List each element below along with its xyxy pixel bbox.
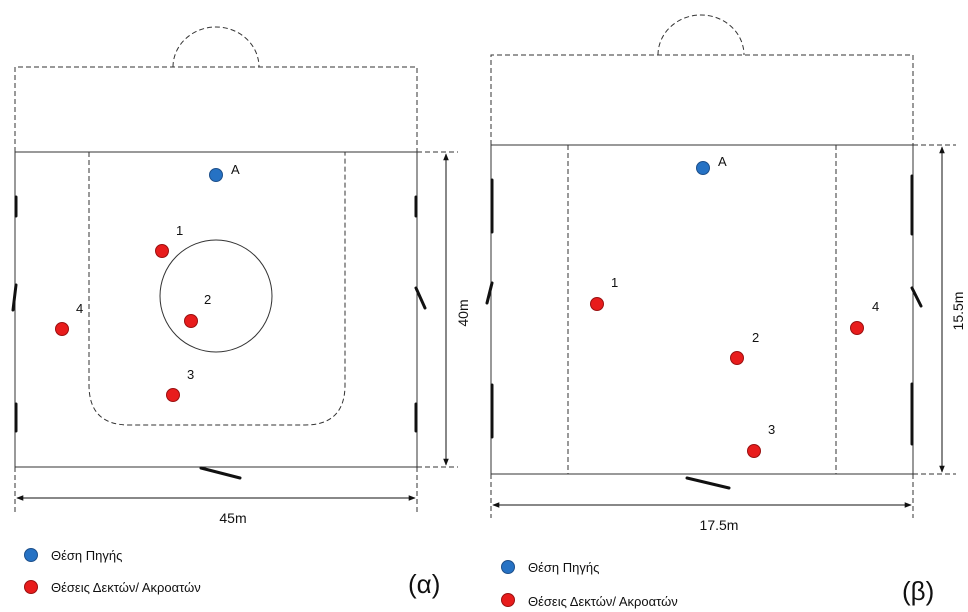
height-label-b: 15.5m xyxy=(950,292,966,331)
stage-dome-a xyxy=(172,26,260,68)
legend-source-label-a: Θέση Πηγής xyxy=(51,548,122,563)
source-label-b: A xyxy=(718,154,727,169)
receiver-point-a-1 xyxy=(155,244,169,258)
receiver-point-b-3 xyxy=(747,444,761,458)
receiver-label-b-4: 4 xyxy=(872,299,879,314)
source-point-b xyxy=(696,161,710,175)
receiver-point-b-1 xyxy=(590,297,604,311)
legend-receiver-marker-b xyxy=(501,593,515,607)
width-label-a: 45m xyxy=(219,510,246,526)
hall-outline-a xyxy=(14,151,418,468)
receiver-point-b-4 xyxy=(850,321,864,335)
receiver-label-b-2: 2 xyxy=(752,330,759,345)
legend-source-marker-a xyxy=(24,548,38,562)
legend-b: Θέση Πηγής Θέσεις Δεκτών/ Ακροατών xyxy=(501,560,678,609)
panel-b: 15.5m 17.5m A 1 2 3 4 Θέση Πηγής Θέσεις … xyxy=(485,14,966,609)
legend-receiver-marker-a xyxy=(24,580,38,594)
receiver-point-a-3 xyxy=(166,388,180,402)
legend-a: Θέση Πηγής Θέσεις Δεκτών/ Ακροατών xyxy=(24,548,201,595)
height-label-a: 40m xyxy=(455,299,471,326)
receiver-point-a-2 xyxy=(184,314,198,328)
source-point-a xyxy=(209,168,223,182)
legend-source-marker-b xyxy=(501,560,515,574)
stage-outline-b xyxy=(490,54,914,145)
receiver-label-a-2: 2 xyxy=(204,292,211,307)
stage-dome-b xyxy=(657,14,745,56)
receiver-label-a-4: 4 xyxy=(76,301,83,316)
receiver-label-a-3: 3 xyxy=(187,367,194,382)
source-label-a: A xyxy=(231,162,240,177)
central-circle-a xyxy=(159,239,273,353)
hall-outline-b xyxy=(490,144,914,475)
legend-receiver-label-a: Θέσεις Δεκτών/ Ακροατών xyxy=(51,580,201,595)
doors-b xyxy=(485,174,923,490)
receiver-point-b-2 xyxy=(730,351,744,365)
legend-source-label-b: Θέση Πηγής xyxy=(528,560,599,575)
doors-a xyxy=(11,195,427,480)
stage-outline-a xyxy=(14,66,418,152)
receiver-point-a-4 xyxy=(55,322,69,336)
panel-label-a: (α) xyxy=(408,569,440,599)
receiver-label-b-1: 1 xyxy=(611,275,618,290)
width-label-b: 17.5m xyxy=(700,517,739,533)
legend-receiver-label-b: Θέσεις Δεκτών/ Ακροατών xyxy=(528,594,678,609)
receiver-label-a-1: 1 xyxy=(176,223,183,238)
panel-label-b: (β) xyxy=(902,576,934,606)
seating-area-a xyxy=(88,152,346,426)
receiver-label-b-3: 3 xyxy=(768,422,775,437)
panel-a: 40m 45m A 1 2 3 4 Θέση Πηγής Θέσεις Δεκτ… xyxy=(11,26,471,599)
